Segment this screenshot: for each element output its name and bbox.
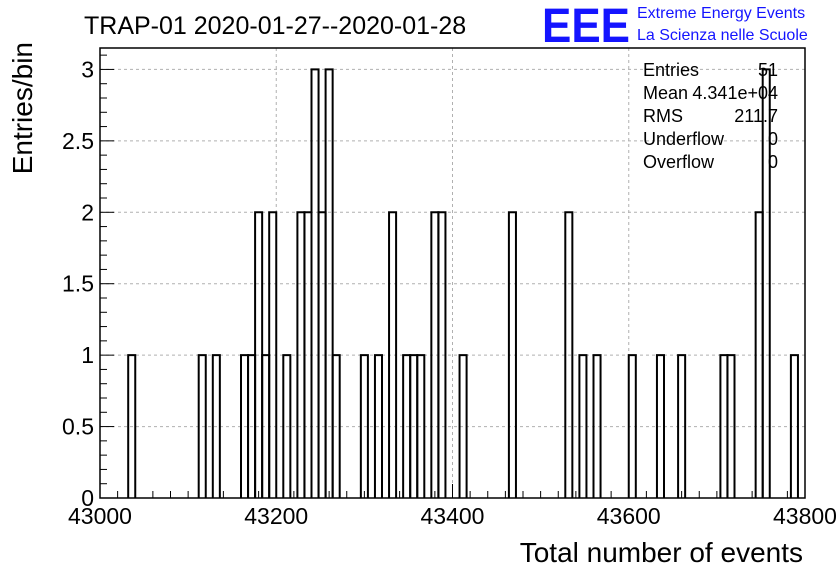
histogram-bin <box>578 354 588 498</box>
eee-logo: EEE Extreme Energy Events La Scienza nel… <box>542 0 808 53</box>
histogram-bin <box>197 354 207 498</box>
histogram-bin <box>282 354 292 498</box>
histogram-bin <box>211 354 221 498</box>
stats-label: Mean <box>643 83 688 103</box>
y-tick-label: 2.5 <box>62 128 94 154</box>
histogram-bin <box>655 354 665 498</box>
histogram-bin <box>268 211 278 498</box>
histogram-bin <box>677 354 687 498</box>
stats-label: Overflow <box>643 152 715 172</box>
logo-line-1: Extreme Energy Events <box>637 5 805 22</box>
histogram-bin <box>373 354 383 498</box>
stats-value: 51 <box>758 60 778 80</box>
logo-line-2: La Scienza nelle Scuole <box>637 27 808 44</box>
stats-label: Entries <box>643 60 699 80</box>
histogram-bin <box>627 354 637 498</box>
histogram-bin <box>458 354 468 498</box>
stats-value: 4.341e+04 <box>692 83 778 103</box>
stats-value: 0 <box>768 129 778 149</box>
histogram-bin <box>789 354 799 498</box>
stats-label: RMS <box>643 106 683 126</box>
y-tick-label: 2 <box>81 199 94 225</box>
y-axis-label: Entries/bin <box>7 42 38 174</box>
x-tick-label: 43000 <box>68 503 132 529</box>
y-tick-label: 0.5 <box>62 414 94 440</box>
histogram-bin <box>592 354 602 498</box>
histogram-bin <box>359 354 369 498</box>
histogram-bin <box>437 211 447 498</box>
histogram-bars <box>127 68 799 498</box>
stats-value: 0 <box>768 152 778 172</box>
histogram-bin <box>416 354 426 498</box>
y-tick-label: 1 <box>81 342 94 368</box>
histogram-bin <box>761 68 771 498</box>
histogram-bin <box>388 211 398 498</box>
stats-box: Entries 51 Mean 4.341e+04 RMS 211.7 Underflow 0… <box>643 60 778 172</box>
histogram-bin <box>331 354 341 498</box>
histogram-bin <box>324 68 334 498</box>
axis-ticks <box>99 54 806 499</box>
stats-value: 211.7 <box>734 106 778 126</box>
x-tick-label: 43400 <box>421 503 485 529</box>
x-tick-label: 43200 <box>244 503 308 529</box>
chart-title: TRAP-01 2020-01-27--2020-01-28 <box>84 12 466 40</box>
histogram-bin <box>127 354 137 498</box>
x-tick-label: 43600 <box>597 503 661 529</box>
tick-labels: 43000 43200 43400 43600 43800 0 0.5 1 1.5 2 2.5 3 <box>62 56 836 529</box>
histogram-bin <box>507 211 517 498</box>
eee-logo-mark: EEE <box>542 0 630 53</box>
histogram-bin <box>726 354 736 498</box>
y-tick-label: 1.5 <box>62 271 94 297</box>
y-tick-label: 3 <box>81 56 94 82</box>
x-axis-label: Total number of events <box>520 537 803 568</box>
histogram-bin <box>564 211 574 498</box>
x-tick-label: 43800 <box>773 503 836 529</box>
stats-label: Underflow <box>643 129 725 149</box>
y-tick-label: 0 <box>81 485 94 511</box>
